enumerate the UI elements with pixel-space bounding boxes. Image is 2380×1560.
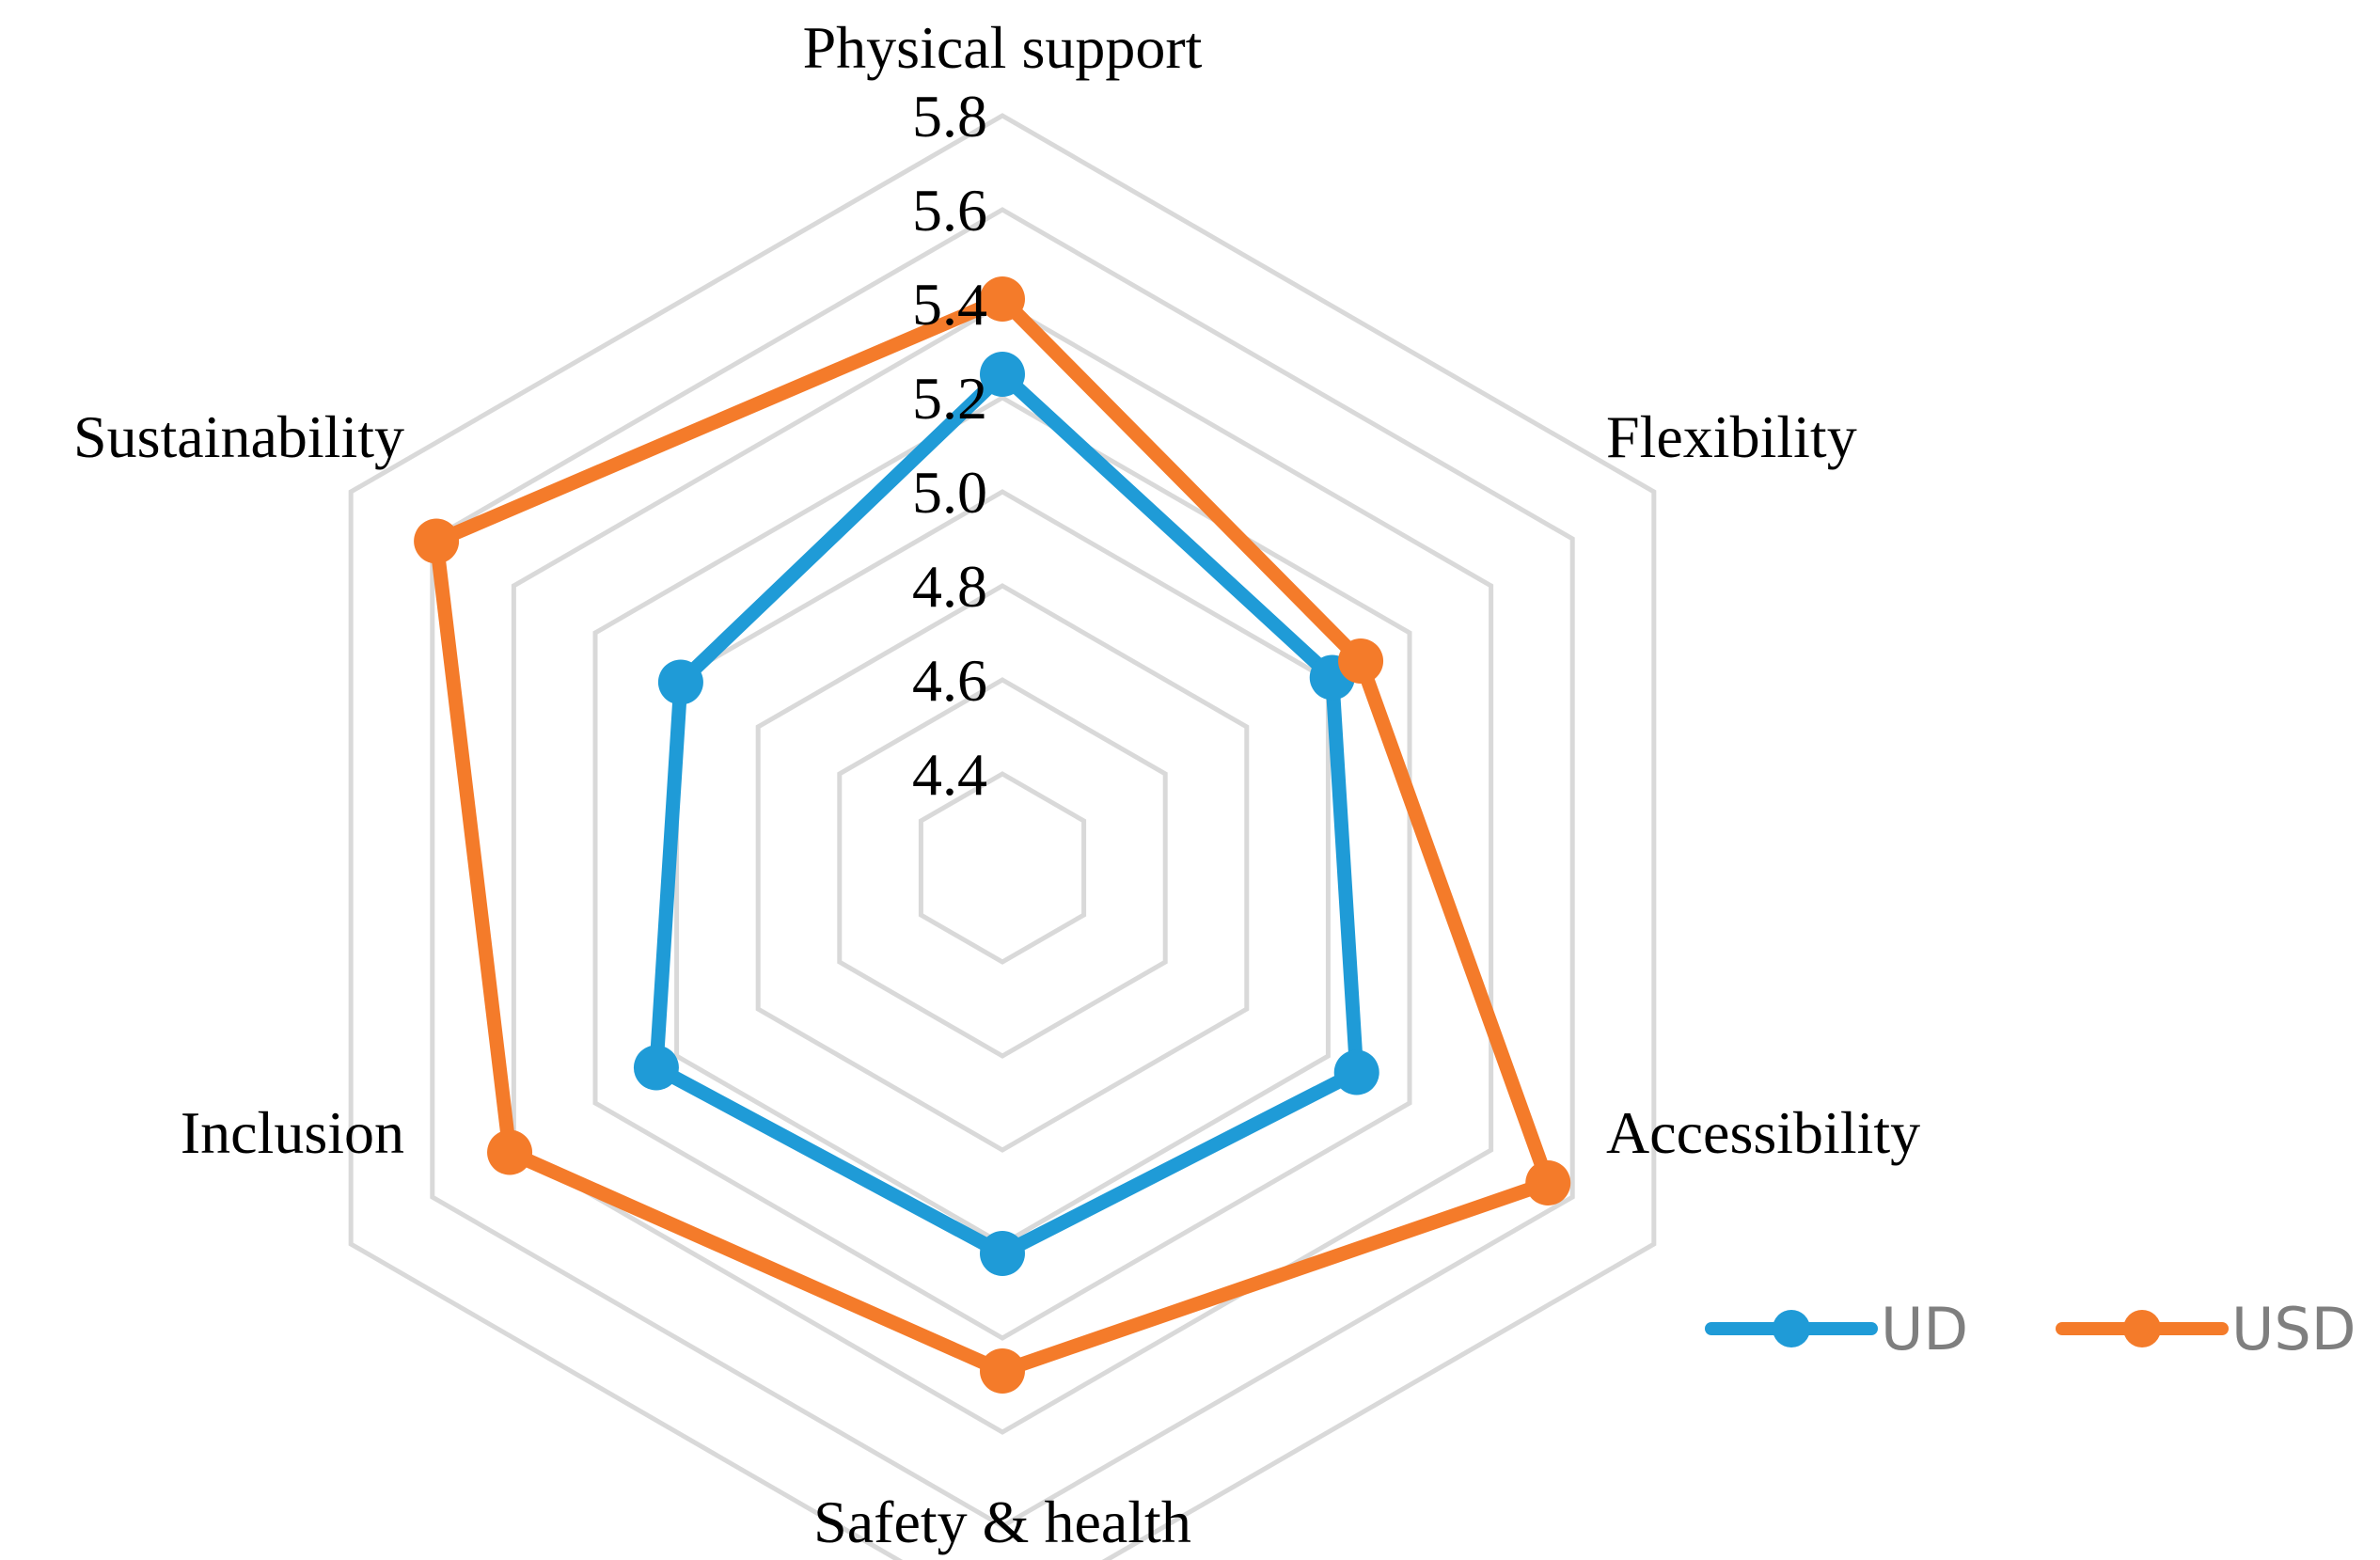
legend-marker-ud: [1773, 1310, 1810, 1347]
legend: UD USD: [1705, 1295, 2356, 1363]
data-point-ud-0[interactable]: [980, 352, 1025, 397]
tick-label-5-0: 5.0: [912, 459, 987, 526]
data-point-usd-4[interactable]: [487, 1129, 533, 1175]
data-point-ud-5[interactable]: [657, 659, 703, 705]
axis-label-sustainability: Sustainability: [73, 403, 404, 470]
data-point-usd-0[interactable]: [980, 276, 1025, 322]
data-point-usd-5[interactable]: [414, 518, 460, 564]
axis-label-flexibility: Flexibility: [1606, 403, 1857, 470]
data-point-usd-1[interactable]: [1338, 638, 1384, 684]
grid-ring-4-4: [918, 771, 1087, 965]
tick-label-4-6: 4.6: [912, 647, 987, 714]
legend-item-usd[interactable]: USD: [2056, 1295, 2356, 1363]
grid-ring-5-4: [511, 301, 1494, 1435]
legend-label-usd: USD: [2231, 1295, 2356, 1363]
axis-label-inclusion: Inclusion: [181, 1099, 404, 1166]
radar-grid: [348, 113, 1657, 1560]
grid-ring-4-6: [837, 677, 1168, 1059]
tick-label-4-4: 4.4: [912, 741, 987, 808]
tick-label-5-6: 5.6: [912, 177, 987, 244]
axis-label-safety-health: Safety & health: [813, 1489, 1191, 1555]
axis-labels: Physical support Flexibility Accessibili…: [73, 14, 1920, 1555]
tick-label-5-8: 5.8: [912, 83, 987, 150]
grid-ring-5-8: [348, 113, 1657, 1560]
radar-series: [414, 276, 1571, 1394]
legend-item-ud[interactable]: UD: [1705, 1295, 1968, 1363]
data-point-ud-2[interactable]: [1333, 1049, 1379, 1095]
legend-marker-usd: [2123, 1310, 2161, 1347]
radial-tick-labels: 4.4 4.6 4.8 5.0 5.2 5.4 5.6 5.8: [912, 83, 987, 808]
series-line-usd: [429, 292, 1555, 1379]
data-point-usd-2[interactable]: [1525, 1160, 1571, 1205]
grid-ring-5-6: [430, 207, 1575, 1529]
legend-label-ud: UD: [1881, 1295, 1968, 1363]
tick-label-4-8: 4.8: [912, 553, 987, 620]
tick-label-5-2: 5.2: [912, 365, 987, 432]
axis-label-physical-support: Physical support: [803, 14, 1203, 81]
tick-label-5-4: 5.4: [912, 271, 987, 338]
axis-label-accessibility: Accessibility: [1606, 1099, 1920, 1166]
data-point-usd-3[interactable]: [980, 1348, 1025, 1394]
grid-ring-5-2: [592, 395, 1412, 1341]
data-point-ud-4[interactable]: [633, 1045, 679, 1091]
series-line-ud: [649, 367, 1364, 1261]
grid-ring-4-8: [755, 583, 1250, 1153]
data-point-ud-3[interactable]: [980, 1231, 1025, 1276]
